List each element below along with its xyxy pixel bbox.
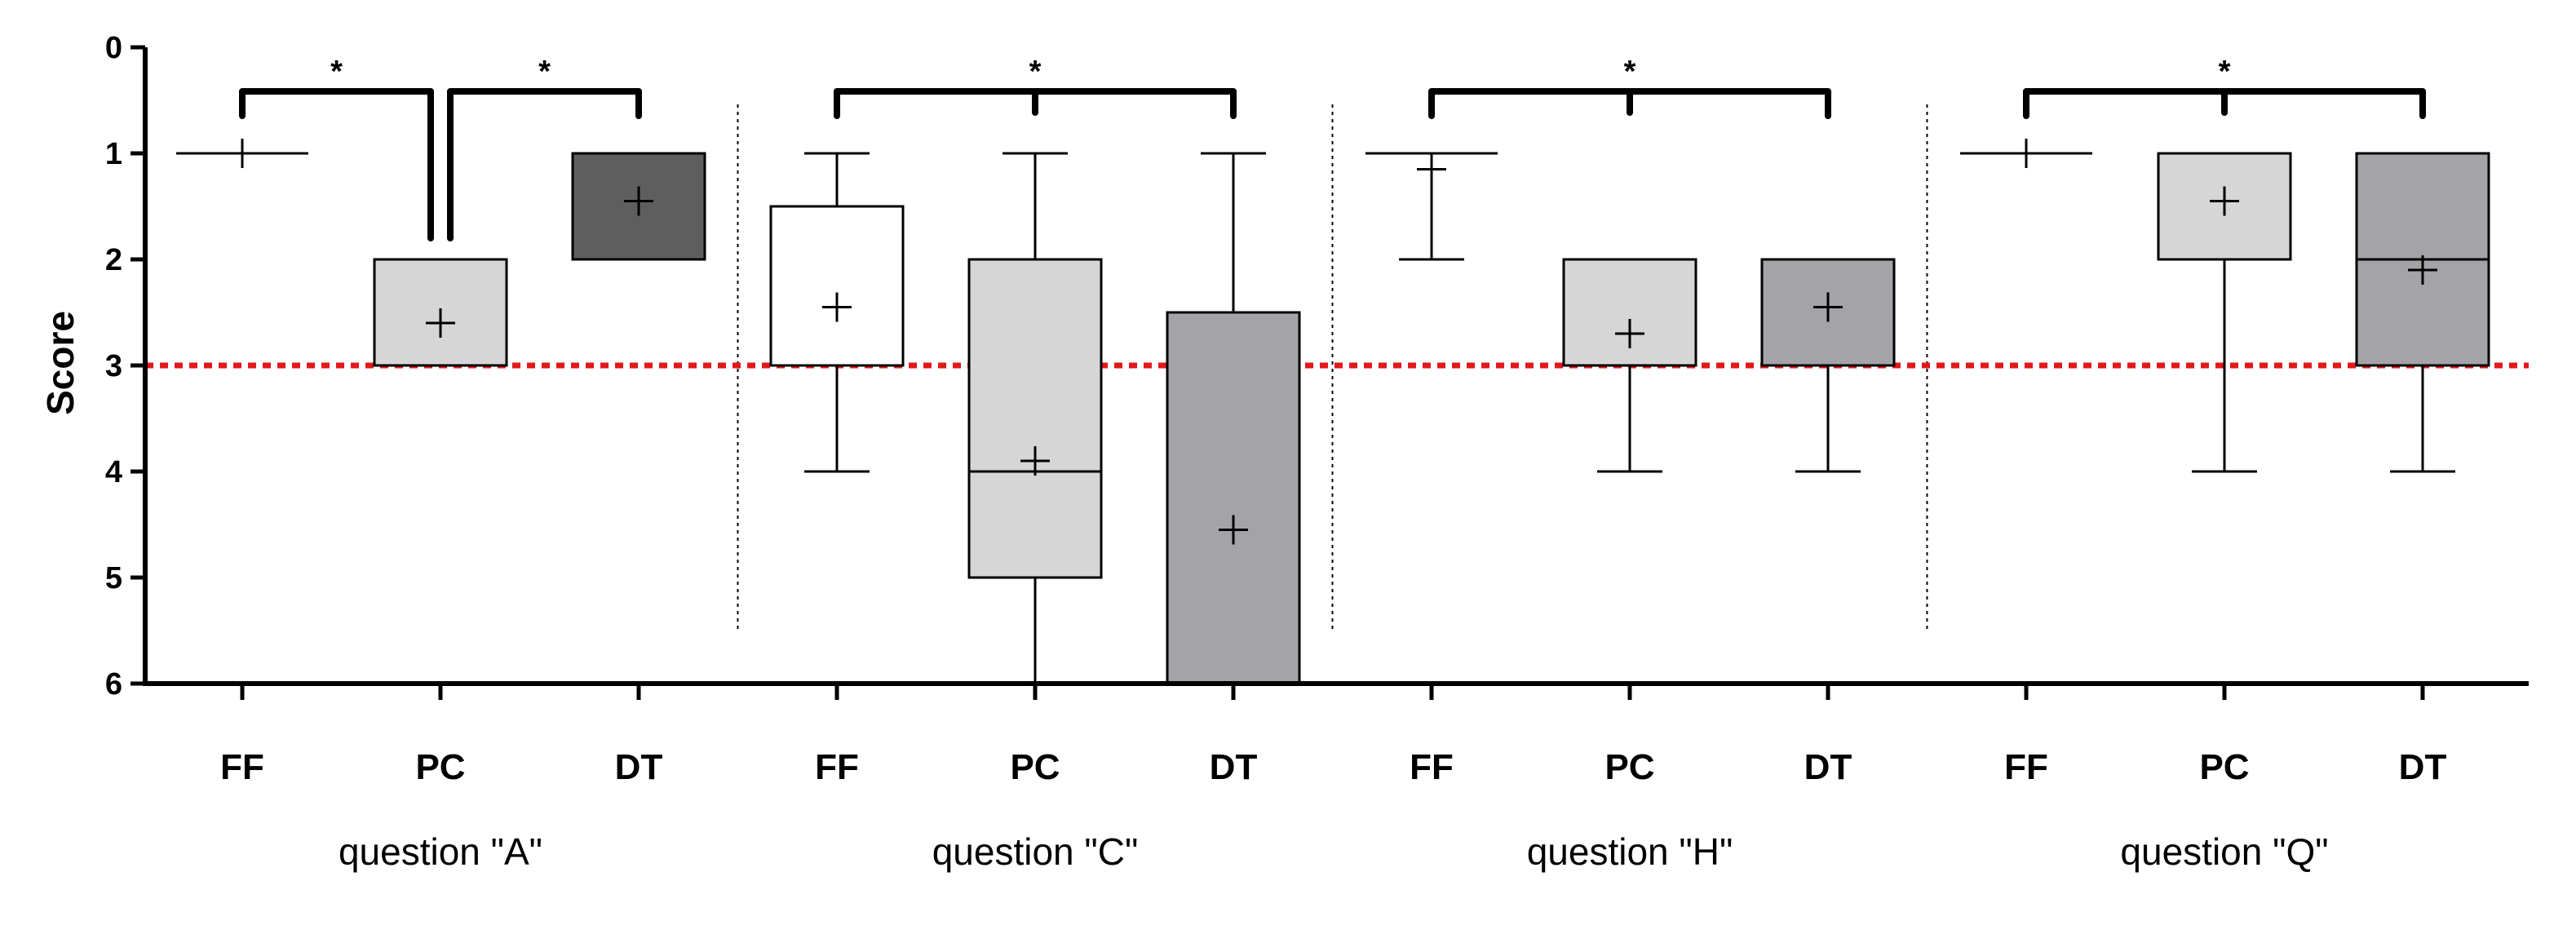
y-tick-label: 4 [105,455,122,489]
label-layer: 0 1 2 3 4 5 6 FF PC DT question "A" FF PC DT question … [105,31,2447,873]
group-label: question "A" [339,830,542,873]
significance-label: * [330,55,343,89]
box-2-dt [1760,258,1896,473]
box-1-ff [769,152,905,473]
box-1-pc [967,152,1103,685]
category-label: PC [2199,747,2249,787]
box-body [769,205,905,367]
significance-label: * [538,55,551,89]
box-1-dt [1166,152,1301,685]
y-axis-label: Score [39,311,82,415]
significance-layer: * * * * * [239,55,2426,241]
significance-label: * [1624,55,1636,89]
significance-bracket: * [834,55,1237,119]
category-label: PC [1604,747,1654,787]
y-tick-label: 3 [105,349,122,383]
box-body [967,258,1103,579]
box-0-pc [373,258,508,367]
category-label: PC [1010,747,1060,787]
group-label: question "C" [932,830,1139,873]
significance-label: * [2219,55,2231,89]
reference-layer [145,104,2529,630]
box-body [1166,311,1301,685]
category-label: FF [815,747,859,787]
box-layer [176,139,2490,685]
category-label: FF [1410,747,1454,787]
significance-label: * [1029,55,1042,89]
bracket-line [239,88,434,241]
category-label: DT [1210,747,1258,787]
bracket-line [447,88,642,241]
y-tick-label: 0 [105,31,122,65]
significance-bracket: * [239,55,434,241]
group-label: question "H" [1527,830,1733,873]
significance-bracket: * [2023,55,2426,119]
y-tick-label: 6 [105,667,122,702]
box-0-ff [176,139,308,168]
category-label: DT [1804,747,1852,787]
significance-bracket: * [1428,55,1831,119]
category-label: FF [2004,747,2048,787]
axis-layer [131,45,2529,700]
box-0-dt [571,152,706,261]
y-tick-label: 2 [105,243,122,277]
group-label: question "Q" [2120,830,2328,873]
box-body [1562,258,1697,367]
category-label: PC [415,747,465,787]
significance-bracket: * [447,55,642,241]
box-3-ff [1960,139,2092,168]
y-tick-label: 1 [105,137,122,171]
category-label: DT [2399,747,2447,787]
category-label: DT [615,747,663,787]
box-3-dt [2355,152,2490,473]
box-2-pc [1562,258,1697,473]
y-tick-label: 5 [105,561,122,595]
category-label: FF [220,747,264,787]
box-3-pc [2157,152,2292,473]
box-2-ff [1365,152,1498,261]
